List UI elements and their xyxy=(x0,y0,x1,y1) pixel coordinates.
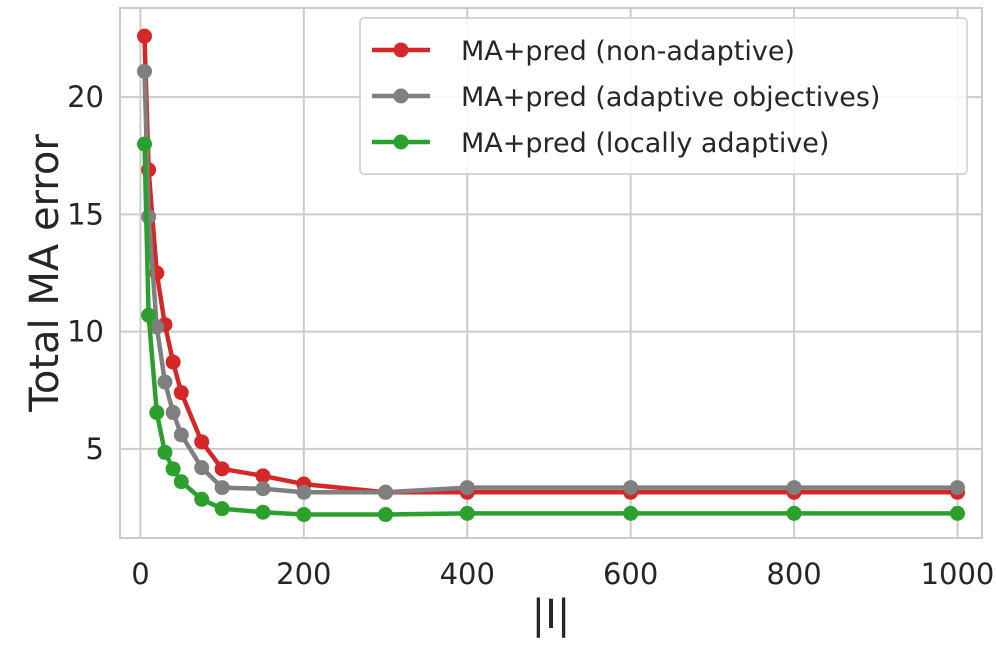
y-tick-label: 10 xyxy=(67,315,104,349)
tick-labels: 0 200 400 600 800 1000 5 10 15 20 xyxy=(67,80,994,591)
data-point xyxy=(214,461,230,477)
x-tick-label: 800 xyxy=(766,557,821,591)
legend-box xyxy=(359,17,968,175)
x-tick-label: 400 xyxy=(440,557,495,591)
data-point xyxy=(255,504,271,520)
data-point xyxy=(378,484,394,500)
data-point xyxy=(141,307,157,323)
data-point xyxy=(459,505,475,521)
data-point xyxy=(949,480,965,496)
data-point xyxy=(157,374,173,390)
data-point xyxy=(165,354,181,370)
legend-entry: MA+pred (non-adaptive) xyxy=(372,36,795,67)
plot-frame xyxy=(119,7,983,539)
x-tick-label: 600 xyxy=(603,557,658,591)
data-point xyxy=(214,480,230,496)
x-tick-label: 0 xyxy=(131,557,149,591)
data-point xyxy=(137,28,153,44)
data-point xyxy=(173,427,189,443)
legend-label: MA+pred (adaptive objectives) xyxy=(461,82,880,113)
data-point xyxy=(173,474,189,490)
legend-label: MA+pred (non-adaptive) xyxy=(461,36,795,67)
data-point xyxy=(255,481,271,497)
x-tick-label: 200 xyxy=(276,557,331,591)
data-point xyxy=(157,444,173,460)
series-2 xyxy=(137,63,965,500)
y-axis-label: Total MA error xyxy=(22,134,68,413)
data-point xyxy=(786,505,802,521)
data-point xyxy=(194,434,210,450)
legend-entry: MA+pred (locally adaptive) xyxy=(372,128,829,159)
data-point xyxy=(137,63,153,79)
data-point xyxy=(255,468,271,484)
data-point xyxy=(149,319,165,335)
data-point xyxy=(173,385,189,401)
legend: MA+pred (non-adaptive) MA+pred (adaptive … xyxy=(359,17,968,175)
data-point xyxy=(137,136,153,152)
y-tick-label: 20 xyxy=(67,80,104,114)
data-point xyxy=(949,505,965,521)
legend-marker xyxy=(393,88,409,104)
legend-marker xyxy=(393,42,409,58)
data-point xyxy=(378,507,394,523)
data-point xyxy=(623,505,639,521)
data-point xyxy=(165,461,181,477)
data-point xyxy=(165,405,181,421)
data-point xyxy=(623,480,639,496)
data-point xyxy=(194,491,210,507)
series-3 xyxy=(137,136,965,523)
data-point xyxy=(296,484,312,500)
y-tick-label: 5 xyxy=(86,432,104,466)
x-axis-label: |I| xyxy=(532,592,571,638)
data-point xyxy=(149,405,165,421)
legend-marker xyxy=(393,134,409,150)
series-1 xyxy=(137,28,965,500)
x-tick-label: 1000 xyxy=(921,557,995,591)
legend-entry: MA+pred (adaptive objectives) xyxy=(372,82,880,113)
data-point xyxy=(194,460,210,476)
data-point xyxy=(296,507,312,523)
data-point xyxy=(786,480,802,496)
data-point xyxy=(459,480,475,496)
legend-label: MA+pred (locally adaptive) xyxy=(461,128,829,159)
series-layer xyxy=(137,28,965,523)
data-point xyxy=(214,501,230,517)
series-line xyxy=(142,141,960,517)
y-tick-label: 15 xyxy=(67,197,104,231)
